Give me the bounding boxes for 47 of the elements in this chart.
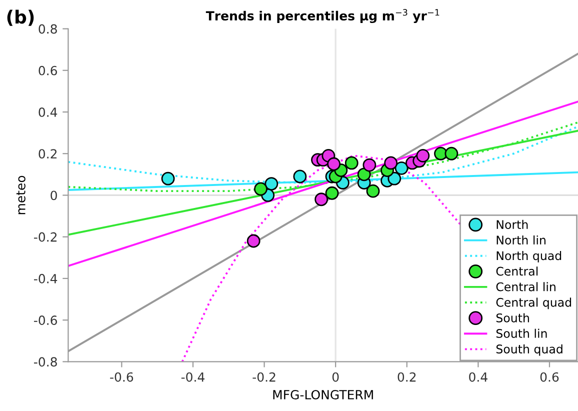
x-tick-label: 0.4	[469, 372, 488, 382]
point	[325, 186, 339, 200]
point	[366, 184, 380, 198]
y-tick-label: -0.6	[34, 316, 57, 325]
chart-title: Trends in percentiles μg m$^{−3}$ yr$^{−1}$	[206, 9, 440, 24]
point	[362, 158, 376, 172]
point	[444, 146, 458, 160]
legend-label: South quad	[496, 344, 562, 356]
text: (b)	[7, 10, 34, 26]
x-axis-title: MFG-LONGTERM	[273, 390, 373, 400]
legend-label: South	[496, 313, 529, 322]
legend-label: North lin	[496, 235, 546, 245]
legend-label: Central lin	[496, 282, 556, 292]
x-tick-label: -0.2	[252, 372, 276, 382]
point	[293, 170, 307, 184]
x-tick-label: 0.2	[398, 372, 416, 382]
point	[388, 172, 402, 186]
x-tick-label: -0.6	[110, 372, 134, 382]
y-tick-label: -0.8	[34, 357, 57, 367]
point	[161, 172, 175, 186]
legend-label: South lin	[496, 328, 547, 338]
point	[344, 156, 358, 170]
legend-label: Central quad	[496, 298, 572, 310]
point	[314, 192, 328, 206]
y-tick-label: 0.4	[38, 107, 58, 117]
x-tick-label: 0.6	[540, 372, 559, 382]
point	[416, 148, 430, 162]
y-tick-label: -0.2	[34, 232, 57, 242]
point	[246, 234, 260, 248]
point	[264, 177, 278, 190]
point	[384, 156, 398, 170]
y-tick-label: 0.6	[38, 66, 57, 76]
point	[394, 161, 408, 175]
point	[434, 146, 448, 160]
y-tick-label: 0.8	[38, 24, 57, 34]
point	[327, 157, 341, 171]
legend-label: North	[496, 220, 528, 230]
y-tick-label: -0.4	[34, 274, 58, 284]
legend-label: North quad	[496, 251, 562, 262]
y-tick-label: 0.2	[38, 149, 57, 159]
point	[254, 182, 268, 196]
x-tick-label: 0	[332, 372, 339, 382]
x-tick-label: -0.4	[181, 372, 204, 382]
legend-label: Central	[496, 266, 538, 276]
point	[357, 168, 371, 182]
y-axis-title: meteo	[16, 176, 26, 214]
y-tick-label: 0	[50, 190, 57, 200]
